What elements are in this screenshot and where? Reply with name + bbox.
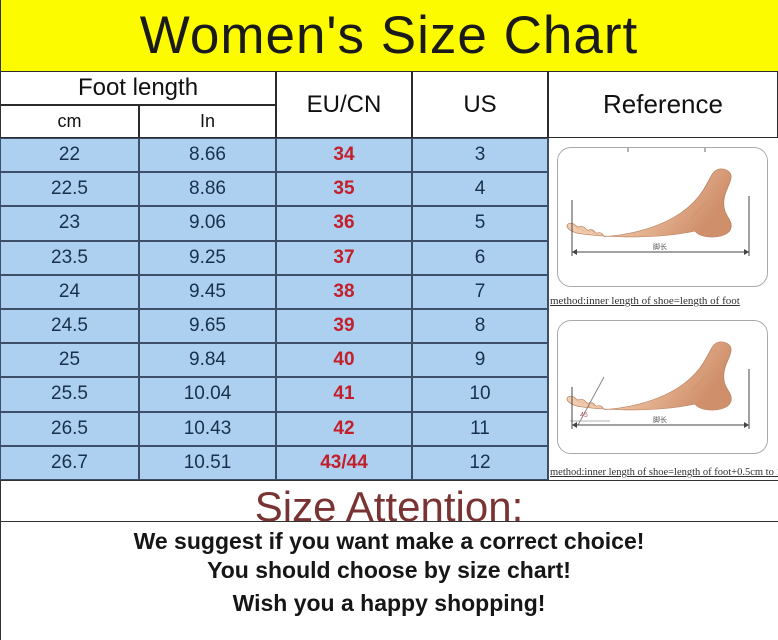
svg-text:゜: ゜ [588, 406, 594, 413]
svg-text:脚长: 脚长 [653, 242, 667, 251]
svg-text:45: 45 [580, 412, 588, 419]
svg-text:脚长: 脚长 [653, 415, 667, 424]
